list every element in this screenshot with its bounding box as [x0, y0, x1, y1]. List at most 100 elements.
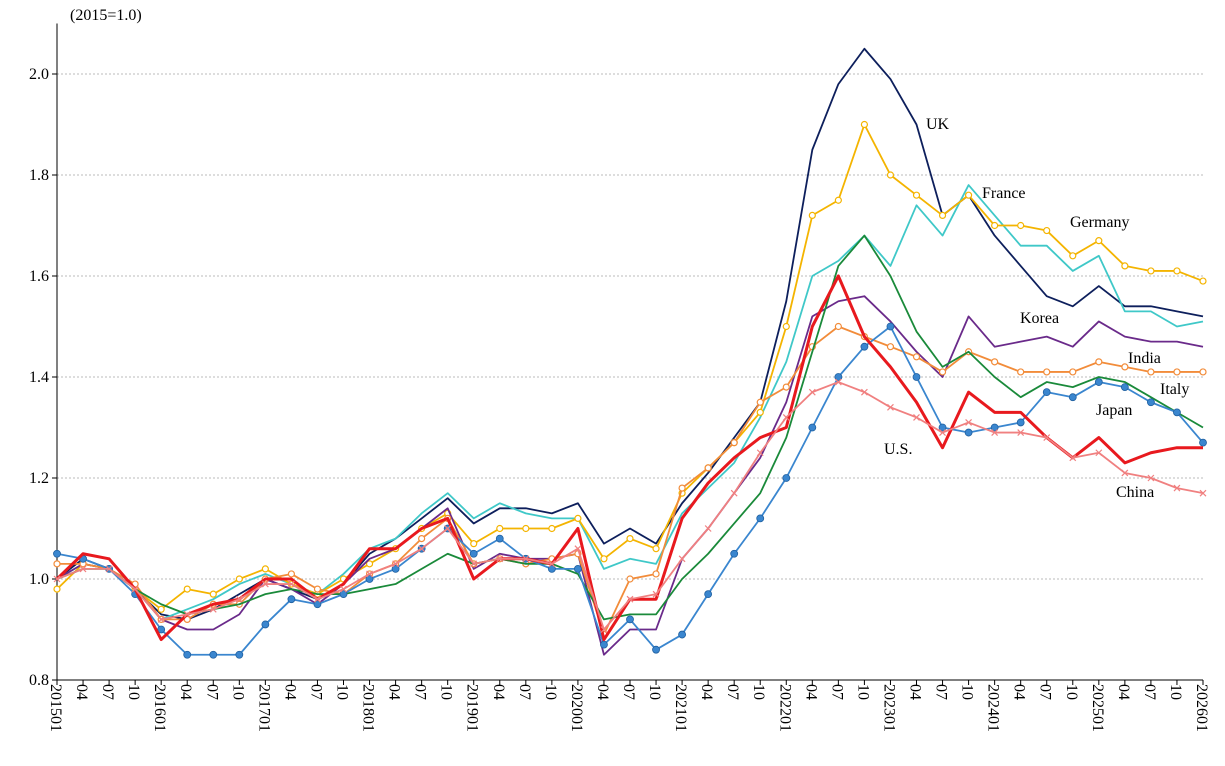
- x-tick-label: 07: [99, 684, 116, 700]
- marker: [574, 545, 582, 553]
- marker: [183, 585, 191, 593]
- marker: [1199, 368, 1207, 376]
- marker: [339, 590, 348, 599]
- marker: [860, 388, 868, 396]
- marker: [1121, 469, 1129, 477]
- marker: [287, 595, 296, 604]
- marker: [965, 419, 973, 426]
- x-tick-label: 04: [73, 684, 90, 700]
- marker: [1042, 388, 1051, 397]
- marker: [1094, 378, 1103, 386]
- marker: [574, 514, 582, 523]
- x-tick-label: 202301: [880, 684, 897, 732]
- marker: [678, 555, 686, 563]
- y-tick-label: 1.2: [29, 470, 49, 487]
- marker: [105, 565, 113, 573]
- x-tick-label: 04: [594, 684, 611, 700]
- marker: [470, 540, 478, 548]
- marker: [391, 565, 400, 573]
- marker: [496, 524, 504, 533]
- x-tick-label: 04: [177, 684, 194, 700]
- x-tick-label: 10: [542, 684, 559, 700]
- marker: [1121, 363, 1129, 371]
- marker: [418, 545, 426, 553]
- series-label: India: [1128, 350, 1161, 367]
- x-tick-label: 10: [438, 684, 455, 700]
- marker: [261, 565, 269, 573]
- marker: [235, 575, 243, 583]
- marker: [886, 171, 895, 179]
- x-tick-label: 07: [1141, 684, 1158, 700]
- x-tick-label: 10: [1167, 684, 1184, 700]
- x-tick-label: 202501: [1089, 684, 1106, 732]
- x-tick-label: 201701: [255, 684, 272, 732]
- marker: [79, 565, 87, 573]
- marker: [600, 640, 608, 649]
- x-tick-label: 202401: [985, 684, 1002, 732]
- series-line: [56, 381, 1204, 631]
- series-label: China: [1116, 484, 1154, 501]
- x-tick-label: 07: [828, 684, 845, 700]
- marker: [1043, 434, 1051, 442]
- marker: [392, 560, 400, 568]
- x-tick-label: 10: [646, 684, 663, 700]
- marker: [860, 342, 869, 351]
- marker: [808, 388, 816, 396]
- marker: [53, 575, 61, 583]
- marker: [938, 368, 947, 376]
- marker: [782, 413, 790, 421]
- marker: [756, 514, 765, 523]
- marker: [886, 343, 895, 351]
- series-line: [56, 184, 1204, 621]
- marker: [131, 585, 139, 593]
- marker: [860, 120, 869, 129]
- x-tick-label: 202201: [776, 684, 793, 732]
- x-tick-label: 04: [698, 684, 715, 700]
- x-tick-label: 201501: [47, 684, 64, 732]
- marker: [913, 413, 920, 421]
- marker: [157, 615, 165, 623]
- marker: [964, 191, 973, 199]
- marker: [887, 403, 894, 411]
- marker: [782, 474, 791, 482]
- marker: [626, 575, 634, 583]
- marker: [444, 525, 452, 532]
- y-tick-label: 1.8: [29, 167, 49, 184]
- series-label: Japan: [1096, 402, 1132, 419]
- marker: [626, 615, 634, 624]
- marker: [157, 625, 166, 634]
- x-tick-label: 07: [412, 684, 429, 700]
- marker: [991, 221, 999, 230]
- marker: [808, 423, 817, 432]
- marker: [1120, 383, 1129, 392]
- x-tick-label: 04: [490, 684, 507, 700]
- marker: [340, 585, 347, 593]
- marker: [1147, 474, 1155, 482]
- marker: [756, 408, 764, 416]
- series-label: UK: [926, 116, 950, 133]
- x-tick-label: 04: [1011, 684, 1028, 700]
- marker: [209, 590, 217, 598]
- marker: [365, 560, 374, 568]
- marker: [1068, 393, 1077, 402]
- marker: [1043, 226, 1051, 235]
- y-tick-label: 1.6: [29, 268, 49, 285]
- marker: [522, 524, 530, 533]
- x-tick-label: 10: [854, 684, 871, 700]
- marker: [834, 378, 842, 386]
- marker: [1095, 449, 1103, 457]
- marker: [938, 423, 947, 432]
- marker: [964, 428, 973, 437]
- x-tick-label: 10: [334, 684, 351, 700]
- marker: [782, 383, 790, 391]
- marker: [235, 595, 243, 603]
- series-line: [57, 325, 1203, 636]
- marker: [1017, 368, 1025, 376]
- marker: [600, 555, 608, 563]
- marker: [1173, 368, 1181, 376]
- marker: [209, 605, 217, 613]
- marker: [261, 620, 270, 629]
- marker: [652, 590, 660, 598]
- marker: [912, 191, 921, 199]
